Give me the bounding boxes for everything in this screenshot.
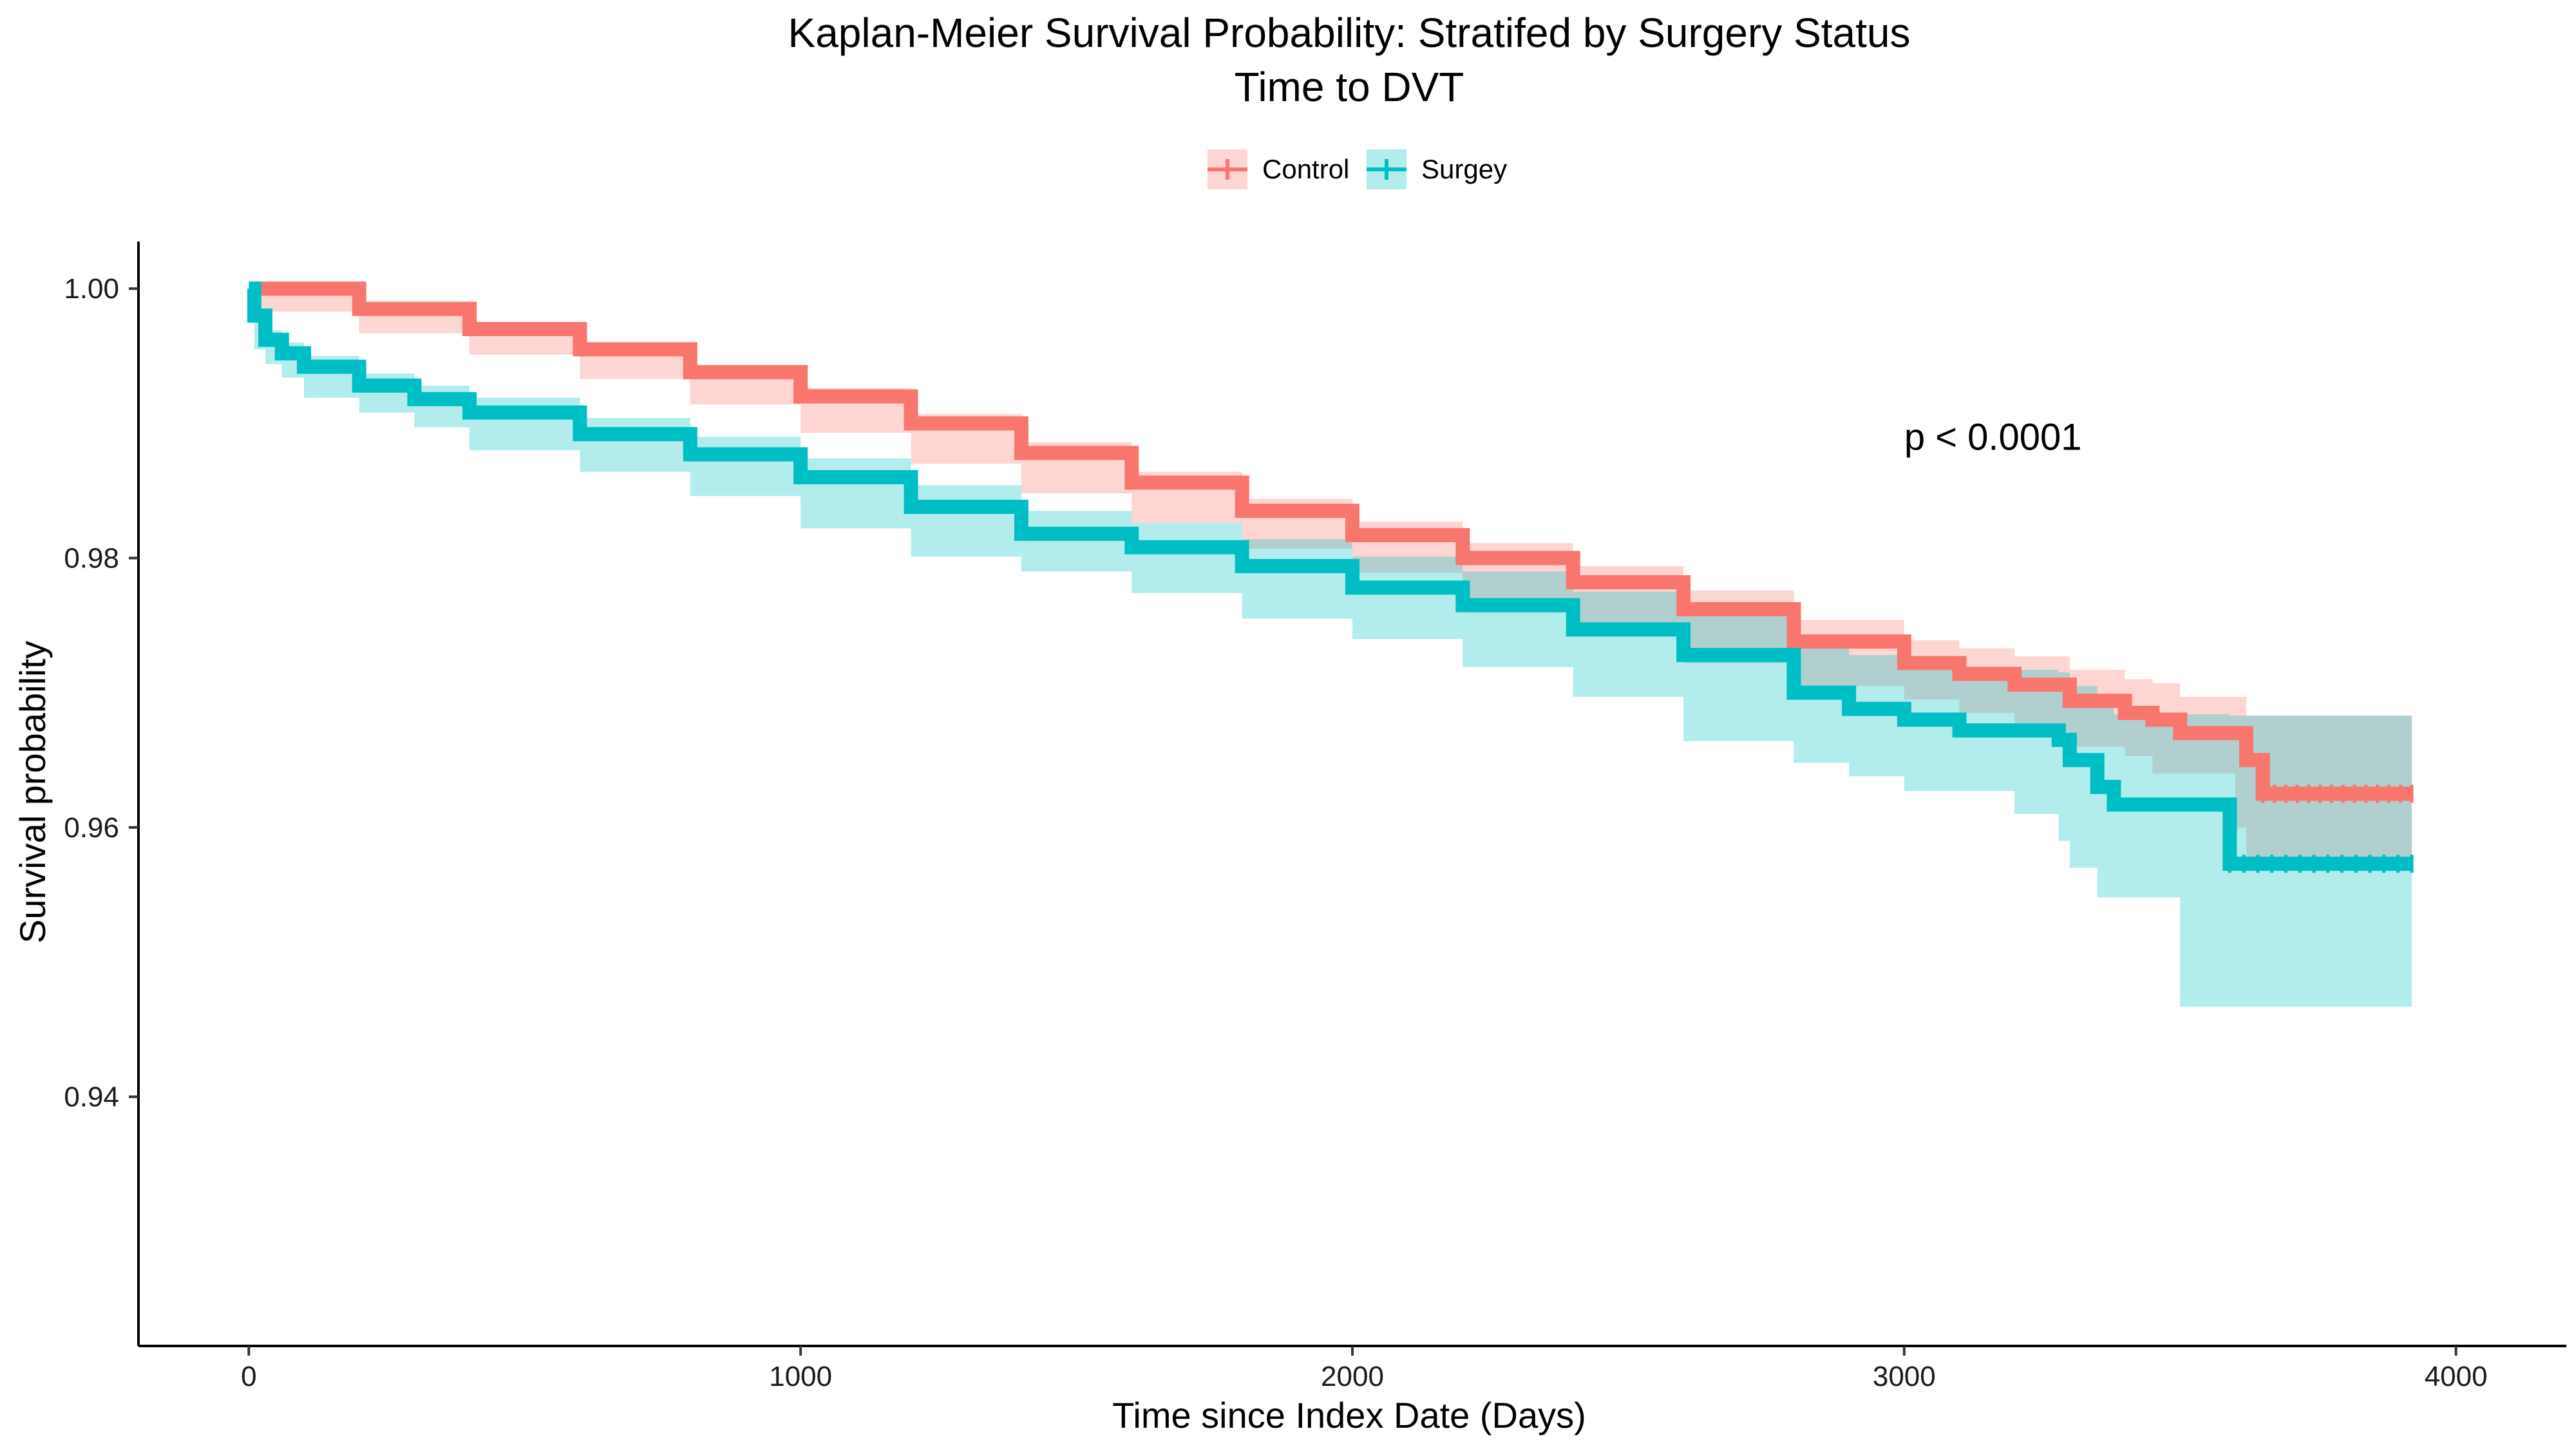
chart-title: Kaplan-Meier Survival Probability: Strat… <box>788 10 1911 56</box>
legend-item-control[interactable]: Control <box>1208 149 1349 189</box>
legend-item-surgey[interactable]: Surgey <box>1367 149 1507 189</box>
y-tick-label: 1.00 <box>64 273 119 305</box>
y-axis-title: Survival probability <box>12 641 53 943</box>
x-tick-label: 4000 <box>2425 1361 2488 1392</box>
y-tick-label: 0.98 <box>64 542 119 574</box>
annotation-p-value: p < 0.0001 <box>1904 416 2082 458</box>
x-tick-label: 3000 <box>1873 1361 1936 1392</box>
legend-label-control: Control <box>1262 154 1349 184</box>
survival-curve-surgey <box>247 281 2412 871</box>
legend: Control Surgey <box>1208 149 1507 189</box>
x-axis-ticks: 0 1000 2000 3000 4000 <box>241 1346 2488 1392</box>
survival-curve-control <box>249 281 2412 801</box>
plot-area <box>247 281 2414 1007</box>
x-axis-title: Time since Index Date (Days) <box>1112 1395 1586 1435</box>
x-tick-label: 0 <box>241 1361 256 1392</box>
y-axis-ticks: 0.94 0.96 0.98 1.00 <box>64 273 138 1113</box>
x-tick-label: 1000 <box>769 1361 832 1392</box>
chart-subtitle: Time to DVT <box>1235 64 1464 110</box>
y-tick-label: 0.96 <box>64 812 119 844</box>
confidence-band-surgey <box>249 289 2412 1007</box>
x-tick-label: 2000 <box>1321 1361 1384 1392</box>
legend-label-surgey: Surgey <box>1421 154 1507 184</box>
y-tick-label: 0.94 <box>64 1081 119 1113</box>
